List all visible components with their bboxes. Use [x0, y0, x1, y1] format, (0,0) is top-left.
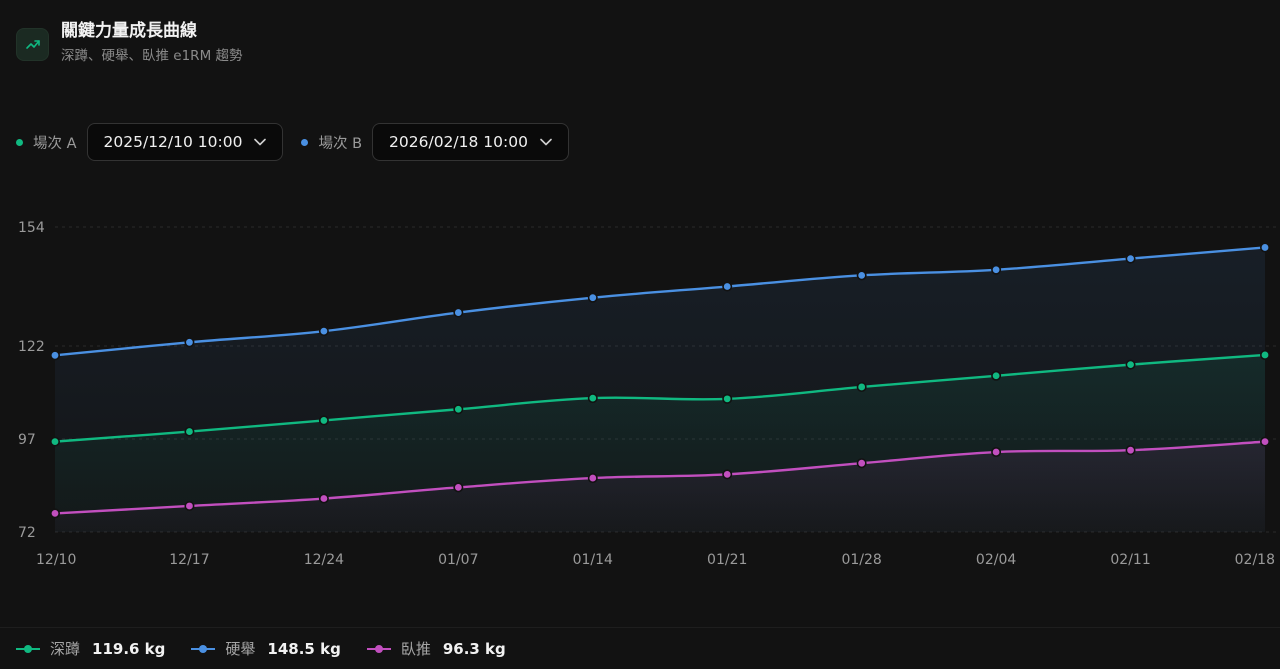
data-point [722, 469, 733, 480]
data-point [587, 292, 598, 303]
data-point [856, 381, 867, 392]
chevron-down-icon [254, 138, 267, 146]
x-tick-label: 02/11 [1110, 552, 1150, 568]
data-point [49, 436, 60, 447]
x-tick-label: 01/21 [707, 552, 747, 568]
legend-item-deadlift[interactable]: 硬舉 148.5 kg [191, 638, 341, 659]
data-point [991, 264, 1002, 275]
x-tick-label: 01/28 [841, 552, 881, 568]
data-point [453, 404, 464, 415]
legend-swatch-deadlift [191, 644, 216, 654]
data-point [991, 370, 1002, 381]
data-point [1260, 436, 1271, 447]
data-point [587, 393, 598, 404]
legend-item-bench[interactable]: 臥推 96.3 kg [366, 638, 506, 659]
session-a-group: 場次 A 2025/12/10 10:00 [16, 123, 284, 161]
data-point [856, 270, 867, 281]
x-tick-label: 01/07 [438, 552, 478, 568]
x-tick-label: 12/10 [36, 552, 76, 568]
legend-name: 臥推 [400, 640, 431, 658]
legend-value: 96.3 kg [442, 639, 506, 658]
y-tick-label: 154 [18, 220, 45, 236]
page-title: 關鍵力量成長曲線 [61, 21, 197, 41]
data-point [49, 508, 60, 519]
session-b-group: 場次 B 2026/02/18 10:00 [301, 123, 569, 161]
data-point [318, 493, 329, 504]
data-point [453, 307, 464, 318]
data-point [184, 500, 195, 511]
data-point [184, 426, 195, 437]
y-tick-label: 122 [18, 339, 45, 355]
session-a-value: 2025/12/10 10:00 [103, 133, 243, 151]
session-a-label: 場次 A [33, 135, 77, 152]
chart-header: 關鍵力量成長曲線 深蹲、硬舉、臥推 e1RM 趨勢 [16, 18, 243, 66]
data-point [318, 415, 329, 426]
data-point [722, 393, 733, 404]
data-point [1125, 445, 1136, 456]
legend-name: 深蹲 [50, 640, 81, 658]
x-tick-label: 01/14 [573, 552, 613, 568]
data-point [722, 281, 733, 292]
data-point [453, 482, 464, 493]
session-selectors: 場次 A 2025/12/10 10:00 場次 B 2026/02/18 10… [16, 123, 587, 161]
y-tick-label: 72 [18, 525, 36, 541]
series-line [54, 353, 1266, 443]
data-point [318, 326, 329, 337]
legend-swatch-squat [16, 644, 40, 654]
x-tick-label: 12/17 [169, 552, 209, 568]
data-point [184, 337, 195, 348]
session-b-label: 場次 B [318, 135, 363, 152]
data-point [49, 350, 60, 361]
session-a-dot [16, 138, 23, 146]
data-point [587, 473, 598, 484]
series-line [54, 440, 1266, 515]
chart-legend: 深蹲 119.6 kg 硬舉 148.5 kg 臥推 96.3 kg [0, 627, 1280, 669]
session-b-value: 2026/02/18 10:00 [389, 133, 528, 151]
trending-up-icon [16, 28, 49, 61]
x-tick-label: 12/24 [304, 552, 344, 568]
chevron-down-icon [540, 138, 552, 146]
data-point [1125, 253, 1136, 264]
data-point [1125, 359, 1136, 370]
legend-value: 119.6 kg [92, 639, 166, 658]
series-area [55, 441, 1265, 532]
x-tick-label: 02/18 [1235, 552, 1275, 568]
y-tick-label: 97 [18, 432, 36, 448]
series-line [54, 246, 1266, 357]
legend-swatch-bench [366, 644, 391, 654]
legend-name: 硬舉 [225, 640, 256, 658]
session-b-select[interactable]: 2026/02/18 10:00 [372, 123, 569, 161]
session-b-dot [301, 138, 309, 146]
legend-value: 148.5 kg [267, 639, 341, 658]
data-point [1260, 242, 1271, 253]
session-a-select[interactable]: 2025/12/10 10:00 [86, 123, 284, 161]
data-point [1260, 349, 1271, 360]
data-point [856, 458, 867, 469]
page-subtitle: 深蹲、硬舉、臥推 e1RM 趨勢 [61, 48, 243, 64]
legend-item-squat[interactable]: 深蹲 119.6 kg [16, 638, 165, 659]
x-tick-label: 02/04 [976, 552, 1016, 568]
data-point [991, 447, 1002, 458]
